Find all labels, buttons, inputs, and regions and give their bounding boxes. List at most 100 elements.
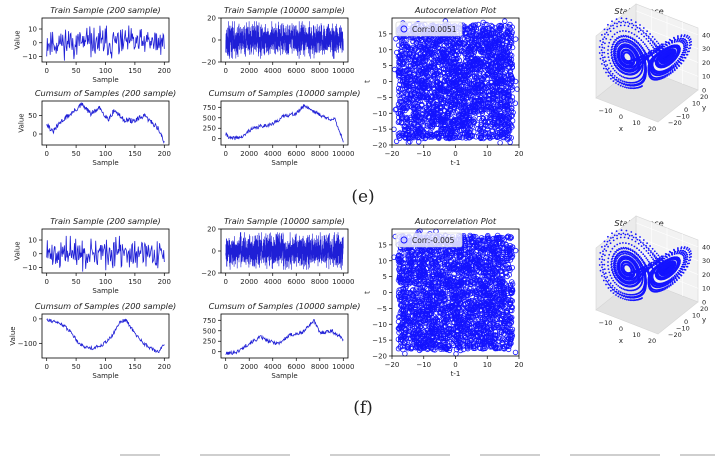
scatter-point (647, 40, 650, 43)
y-tick-label: 0 (212, 135, 216, 143)
y-tick-label: 0 (33, 39, 37, 47)
x-tick-label: 2000 (240, 150, 258, 158)
scatter-point (679, 40, 682, 43)
series-line (225, 21, 344, 59)
chart-e1: Train Sample (200 sample)0 50 100 150 200−10… (13, 5, 171, 84)
x-tick-label: 4000 (264, 150, 282, 158)
x-tick-label: −10 (416, 150, 431, 158)
x-tick-label: 10000 (332, 67, 354, 75)
y-axis-label: Value (13, 30, 21, 49)
scatter-point (622, 85, 624, 88)
x-tick-label: 0 (223, 67, 227, 75)
scatter-point (613, 75, 616, 77)
scatter-point (609, 70, 612, 73)
scatter-point (607, 67, 610, 70)
scatter-point (612, 80, 615, 82)
x-axis-label: Sample (271, 159, 297, 167)
scatter-point (642, 30, 644, 32)
scatter-point (628, 84, 630, 87)
scatter-point (604, 65, 607, 68)
scatter-point (601, 46, 604, 49)
scatter-point (624, 39, 627, 41)
y-axis-label: t (363, 80, 371, 83)
scatter-point (653, 38, 656, 41)
x-tick-label: 200 (158, 150, 171, 158)
scatter-point (502, 23, 508, 29)
x-tick-label: −20 (385, 150, 400, 158)
scatter-point (617, 78, 620, 80)
scatter-point (647, 35, 650, 38)
scatter-point (622, 20, 625, 23)
series-line (46, 101, 165, 144)
scatter-point (634, 21, 637, 24)
scatter-point (620, 82, 623, 85)
scatter-point (630, 19, 633, 21)
scatter-point (603, 47, 606, 49)
scatter-point (607, 75, 610, 77)
x-ticks: 0 50 100 150 200 (44, 62, 171, 75)
scatter-point (619, 84, 622, 87)
scatter-point (605, 37, 608, 40)
scatter-point (605, 67, 608, 70)
scatter-point (618, 20, 620, 23)
scatter-point (623, 80, 626, 83)
scatter-point (636, 26, 639, 29)
x-tick-label: 8000 (311, 150, 329, 158)
scatter-point (626, 81, 629, 84)
legend: Corr:0.0051 (395, 21, 463, 37)
x-tick-label: 10000 (332, 150, 354, 158)
scatter-point (614, 45, 617, 48)
y-tick-label: 20 (207, 15, 216, 23)
y-tick-label: 10 (378, 46, 387, 54)
series-line (46, 25, 165, 61)
x-tick-label: 6000 (287, 67, 305, 75)
scatter-point (642, 27, 645, 29)
scatter-point (609, 30, 612, 33)
scatter-point (602, 67, 605, 70)
scatter-point (623, 39, 625, 41)
y-tick-label: −15 (372, 126, 387, 134)
scatter-point (680, 39, 683, 42)
scatter-point (631, 22, 633, 25)
scatter-point (603, 56, 606, 58)
scatter-point (599, 57, 602, 60)
scatter-point (611, 20, 613, 23)
scatter-point (634, 44, 637, 47)
scatter-point (603, 36, 606, 38)
scatter-point (610, 25, 612, 27)
scatter-point (612, 27, 615, 30)
scatter-point (603, 51, 606, 54)
y-tick-label: 500 (203, 114, 216, 122)
scatter-point (651, 35, 654, 38)
series-line (225, 104, 344, 143)
scatter-point (604, 42, 606, 45)
scatter-points (391, 18, 520, 146)
y-tick-label: 0 (33, 131, 37, 139)
y-tick-label: 50 (28, 112, 37, 120)
scatter-point (639, 29, 642, 32)
scatter-point (643, 35, 645, 38)
scatter-point (497, 140, 503, 146)
chart-title: Train Sample (10000 sample) (224, 5, 345, 15)
y-axis-label: Value (18, 113, 26, 132)
scatter-point (618, 81, 621, 84)
x-tick-label: 10 (483, 150, 492, 158)
scatter-point (655, 44, 657, 47)
x-tick-label: 6000 (287, 150, 305, 158)
scatter-point (600, 49, 603, 51)
scatter-point (623, 24, 626, 27)
scatter-point (602, 41, 604, 44)
scatter-point (650, 44, 653, 47)
scatter-point (645, 34, 648, 37)
scatter-point (621, 39, 624, 42)
scatter-point (653, 42, 656, 45)
scatter-point (602, 59, 604, 62)
scatter-point (632, 24, 635, 27)
y-tick-label: −20 (201, 59, 216, 67)
scatter-point (393, 138, 400, 144)
scatter-point (614, 78, 616, 81)
